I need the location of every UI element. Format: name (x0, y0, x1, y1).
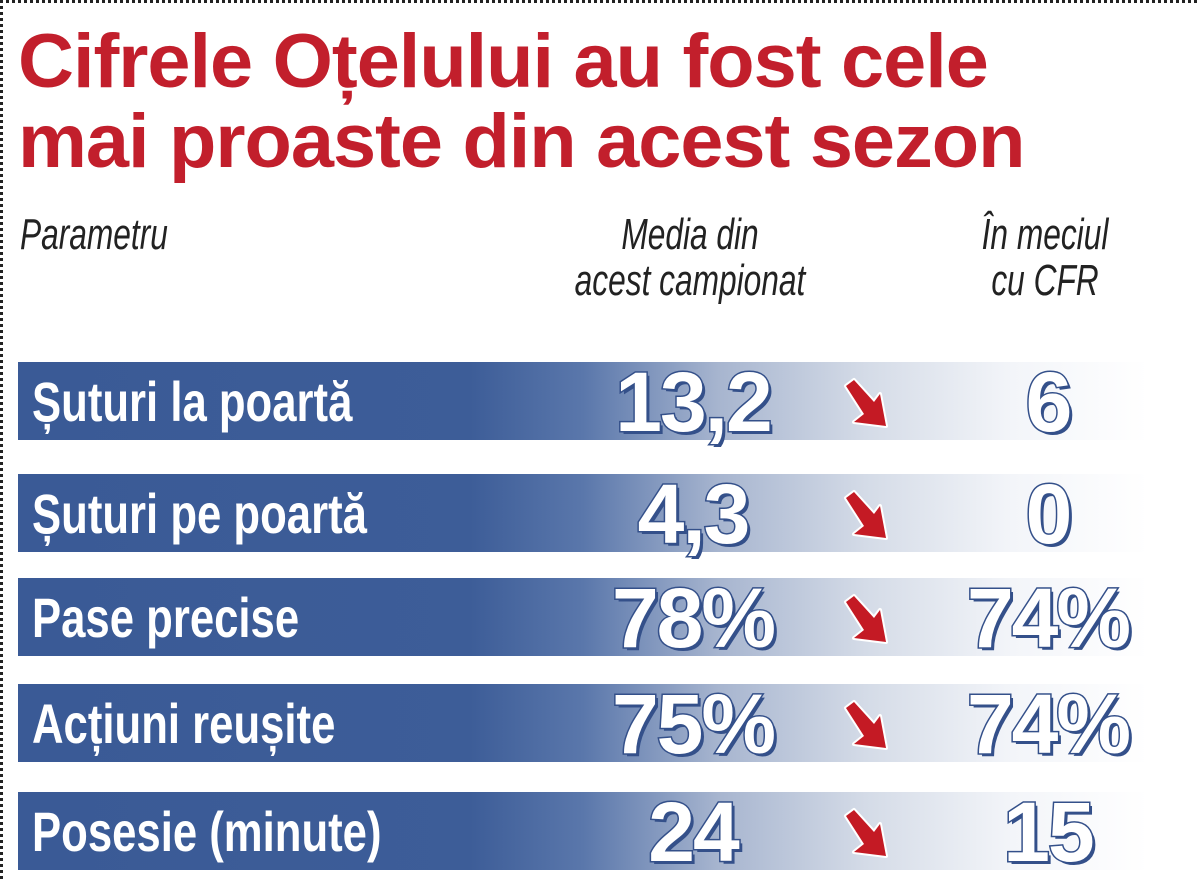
cfr-match-value: 6 (1024, 355, 1074, 449)
infographic-title: Cifrele Oțelului au fost cele mai proast… (18, 22, 1200, 182)
table-row: Pase precise 78% 74% (18, 573, 1148, 664)
header-cfr-line-1: În meciul (981, 210, 1109, 259)
column-header-cfr-match: În meciul cu CFR (941, 212, 1150, 304)
row-label: Acțiuni reușite (32, 692, 336, 755)
media-value: 75% (610, 677, 777, 771)
column-header-parameter: Parametru (20, 212, 168, 258)
cfr-match-value: 0 (1024, 467, 1074, 561)
header-media-line-1: Media din (621, 210, 759, 259)
row-label: Șuturi la poartă (32, 370, 353, 433)
dotted-border-left (0, 0, 3, 879)
cfr-match-value: 74% (965, 571, 1132, 665)
table-row: Șuturi pe poartă 4,3 0 (18, 469, 1148, 560)
row-label: Șuturi pe poartă (32, 482, 367, 545)
title-line-1: Cifrele Oțelului au fost cele (18, 19, 989, 104)
cfr-match-value: 15 (1002, 785, 1096, 879)
table-row: Posesie (minute) 24 15 (18, 787, 1148, 878)
header-media-line-2: acest campionat (574, 256, 806, 305)
down-arrow-icon (844, 700, 888, 750)
dotted-border-top (0, 0, 1200, 4)
media-value: 24 (647, 785, 741, 879)
media-value: 4,3 (636, 467, 752, 561)
column-header-media: Media din acest campionat (532, 212, 849, 304)
down-arrow-icon (844, 808, 888, 858)
header-parameter-text: Parametru (20, 210, 168, 259)
table-row: Acțiuni reușite 75% 74% (18, 679, 1148, 770)
row-label: Posesie (minute) (32, 800, 382, 863)
down-arrow-icon (844, 378, 888, 428)
header-cfr-line-2: cu CFR (991, 256, 1099, 305)
down-arrow-icon (844, 594, 888, 644)
title-line-2: mai proaste din acest sezon (18, 99, 1025, 184)
row-label: Pase precise (32, 586, 300, 649)
media-value: 78% (610, 571, 777, 665)
down-arrow-icon (844, 490, 888, 540)
cfr-match-value: 74% (965, 677, 1132, 771)
media-value: 13,2 (614, 355, 775, 449)
table-row: Șuturi la poartă 13,2 6 (18, 357, 1148, 448)
